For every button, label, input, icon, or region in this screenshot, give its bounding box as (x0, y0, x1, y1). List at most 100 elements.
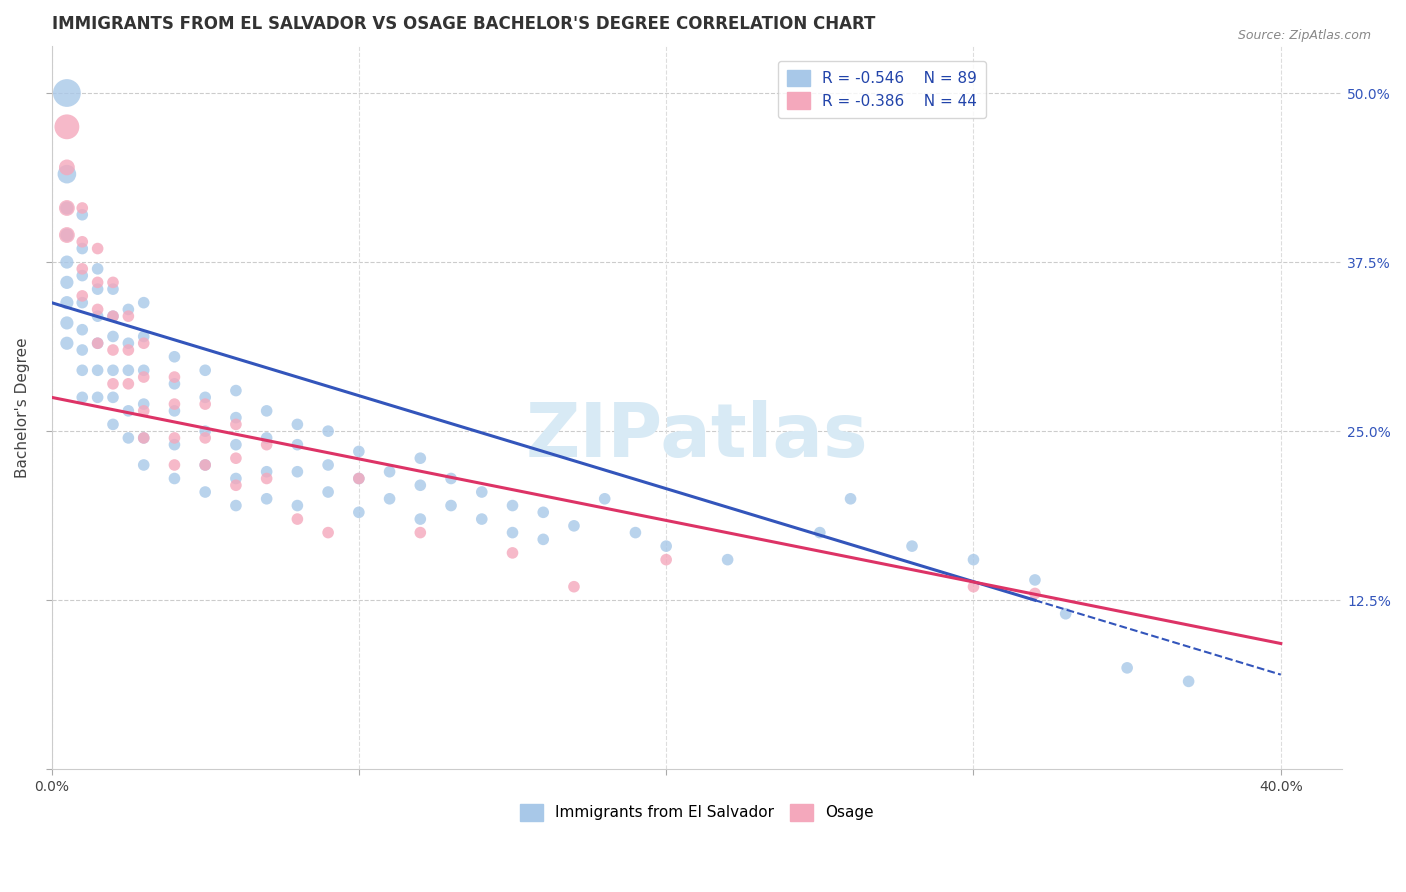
Point (256, 471, 278, 485)
Point (1177, 674, 1199, 689)
Point (101, 390, 124, 404)
Point (72, 201, 94, 215)
Point (225, 471, 247, 485)
Point (56, 255, 79, 269)
Point (86, 390, 108, 404)
Point (194, 390, 217, 404)
Point (440, 471, 463, 485)
Point (117, 376, 139, 391)
Point (72, 208, 94, 222)
Point (56, 227, 79, 242)
Point (163, 431, 186, 445)
Point (962, 580, 984, 594)
Point (86, 276, 108, 290)
Point (225, 499, 247, 513)
Point (56, 86, 79, 100)
Point (56, 120, 79, 134)
Point (717, 552, 740, 566)
Point (163, 397, 186, 411)
Point (86, 282, 108, 296)
Point (562, 519, 585, 533)
Point (287, 465, 309, 479)
Point (101, 276, 124, 290)
Point (256, 491, 278, 506)
Point (194, 458, 217, 472)
Point (194, 424, 217, 438)
Point (347, 471, 370, 485)
Point (225, 478, 247, 492)
Point (287, 512, 309, 526)
Point (117, 431, 139, 445)
Point (471, 512, 494, 526)
Point (531, 505, 554, 519)
Point (101, 343, 124, 357)
Point (316, 424, 339, 438)
Text: IMMIGRANTS FROM EL SALVADOR VS OSAGE BACHELOR'S DEGREE CORRELATION CHART: IMMIGRANTS FROM EL SALVADOR VS OSAGE BAC… (52, 15, 875, 33)
Point (163, 370, 186, 384)
Point (962, 552, 984, 566)
Point (72, 323, 94, 337)
Point (72, 261, 94, 276)
Legend: Immigrants from El Salvador, Osage: Immigrants from El Salvador, Osage (515, 798, 880, 827)
Point (72, 242, 94, 256)
Point (56, 316, 79, 330)
Point (225, 384, 247, 398)
Point (225, 438, 247, 452)
Point (655, 552, 678, 566)
Point (287, 499, 309, 513)
Point (163, 471, 186, 485)
Point (316, 485, 339, 500)
Point (409, 512, 432, 526)
Point (101, 309, 124, 323)
Point (132, 363, 155, 377)
Point (56, 276, 79, 290)
Point (471, 485, 494, 500)
Point (101, 363, 124, 377)
Point (440, 499, 463, 513)
Point (101, 282, 124, 296)
Point (287, 417, 309, 432)
Point (194, 363, 217, 377)
Point (56, 167, 79, 181)
Point (132, 370, 155, 384)
Y-axis label: Bachelor's Degree: Bachelor's Degree (15, 337, 30, 478)
Point (72, 295, 94, 310)
Point (86, 302, 108, 317)
Point (56, 336, 79, 351)
Point (347, 505, 370, 519)
Point (901, 539, 924, 553)
Point (378, 465, 401, 479)
Point (86, 336, 108, 351)
Point (655, 539, 678, 553)
Point (225, 410, 247, 425)
Point (316, 525, 339, 540)
Point (56, 295, 79, 310)
Point (117, 302, 139, 317)
Point (502, 499, 524, 513)
Point (347, 444, 370, 458)
Point (132, 404, 155, 418)
Point (194, 431, 217, 445)
Point (132, 431, 155, 445)
Point (624, 525, 647, 540)
Point (56, 201, 79, 215)
Point (1024, 573, 1046, 587)
Point (117, 336, 139, 351)
Point (502, 546, 524, 560)
Point (101, 376, 124, 391)
Point (72, 343, 94, 357)
Point (132, 329, 155, 343)
Point (194, 485, 217, 500)
Point (101, 309, 124, 323)
Point (132, 295, 155, 310)
Point (163, 350, 186, 364)
Point (593, 491, 616, 506)
Point (72, 268, 94, 283)
Point (409, 451, 432, 466)
Point (101, 417, 124, 432)
Point (117, 309, 139, 323)
Point (378, 491, 401, 506)
Point (256, 404, 278, 418)
Point (409, 525, 432, 540)
Point (132, 336, 155, 351)
